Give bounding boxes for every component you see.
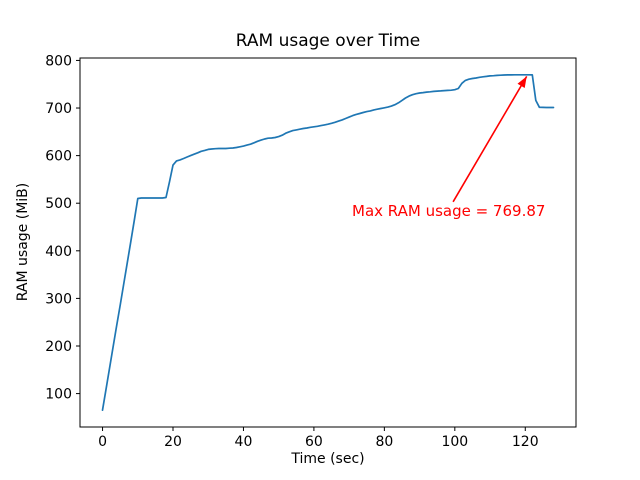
y-tick-label: 200 [45, 339, 72, 355]
x-axis-ticks [102, 427, 526, 431]
y-tick-label: 100 [45, 387, 72, 403]
x-tick-label: 120 [512, 434, 539, 450]
y-tick-label: 500 [45, 196, 72, 212]
annotation-arrow [452, 75, 528, 203]
y-tick-label: 400 [45, 244, 72, 260]
annotation-arrow-head [517, 76, 527, 88]
y-tick-label: 800 [45, 53, 72, 69]
x-tick-label: 100 [441, 434, 468, 450]
y-tick-label: 600 [45, 149, 72, 165]
x-tick-label: 40 [235, 434, 253, 450]
x-tick-label: 0 [98, 434, 107, 450]
ram-usage-line [101, 73, 555, 412]
chart-title: RAM usage over Time [236, 31, 420, 51]
x-tick-label: 20 [164, 434, 182, 450]
y-axis-tick-labels: 100 200 300 400 500 600 700 800 [45, 53, 72, 402]
y-tick-label: 700 [45, 101, 72, 117]
y-tick-label: 300 [45, 291, 72, 307]
y-axis-ticks [76, 59, 80, 395]
x-tick-label: 80 [375, 434, 393, 450]
x-axis-tick-labels: 0 20 40 60 80 100 120 [98, 434, 539, 450]
x-axis-label: Time (sec) [290, 451, 364, 467]
max-annotation-text: Max RAM usage = 769.87 [352, 202, 545, 220]
y-axis-label: RAM usage (MiB) [15, 183, 31, 301]
plot-area [79, 57, 577, 428]
x-tick-label: 60 [305, 434, 323, 450]
